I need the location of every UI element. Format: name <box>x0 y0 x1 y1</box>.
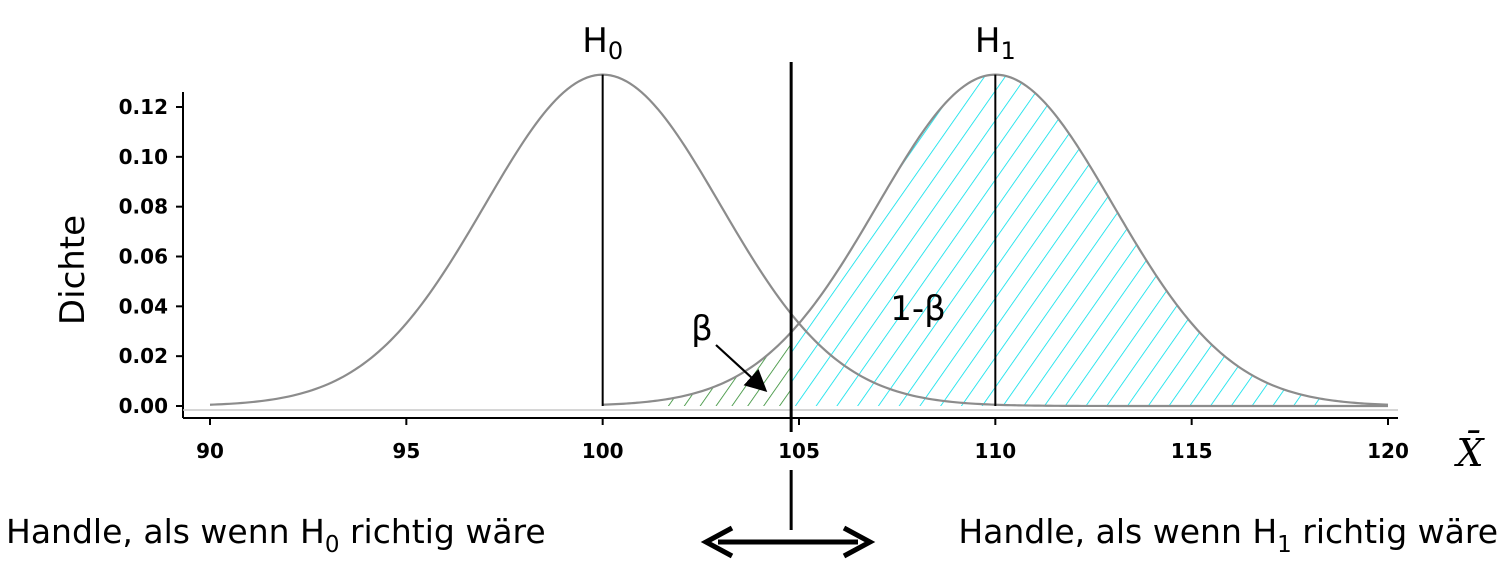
x-tick-label: 100 <box>582 439 624 463</box>
h0-label: H0 <box>582 21 623 65</box>
decision-arrow-left-head <box>700 525 734 559</box>
x-tick-label: 115 <box>1171 439 1213 463</box>
power-region <box>791 74 1322 406</box>
y-tick-label: 0.08 <box>119 195 168 219</box>
x-tick-label: 105 <box>778 439 820 463</box>
y-tick-label: 0.00 <box>119 394 168 418</box>
x-tick-label: 95 <box>392 439 420 463</box>
right-decision-text: Handle, als wenn H1 richtig wäre <box>958 512 1498 558</box>
y-tick-label: 0.10 <box>119 145 168 169</box>
y-axis-label: Dichte <box>53 215 93 325</box>
x-tick-label: 120 <box>1367 439 1409 463</box>
h1-label: H1 <box>975 21 1016 65</box>
decision-arrow-right-head <box>842 525 876 559</box>
beta-arrow <box>715 344 768 392</box>
power-label: 1-β <box>890 289 946 329</box>
y-tick-label: 0.04 <box>119 294 168 318</box>
x-axis-ticks: 90 95 100 105 110 115 120 <box>196 418 1409 463</box>
y-tick-label: 0.06 <box>119 245 168 269</box>
beta-label: β <box>691 309 713 349</box>
left-decision-text: Handle, als wenn H0 richtig wäre <box>6 512 546 558</box>
beta-region <box>661 332 792 406</box>
y-axis-ticks: 0.00 0.02 0.04 0.06 0.08 0.10 0.12 <box>119 95 183 418</box>
x-tick-label: 110 <box>974 439 1016 463</box>
x-axis-label: X̄ <box>1453 431 1485 475</box>
y-tick-label: 0.02 <box>119 344 168 368</box>
y-tick-label: 0.12 <box>119 95 168 119</box>
x-tick-label: 90 <box>196 439 224 463</box>
